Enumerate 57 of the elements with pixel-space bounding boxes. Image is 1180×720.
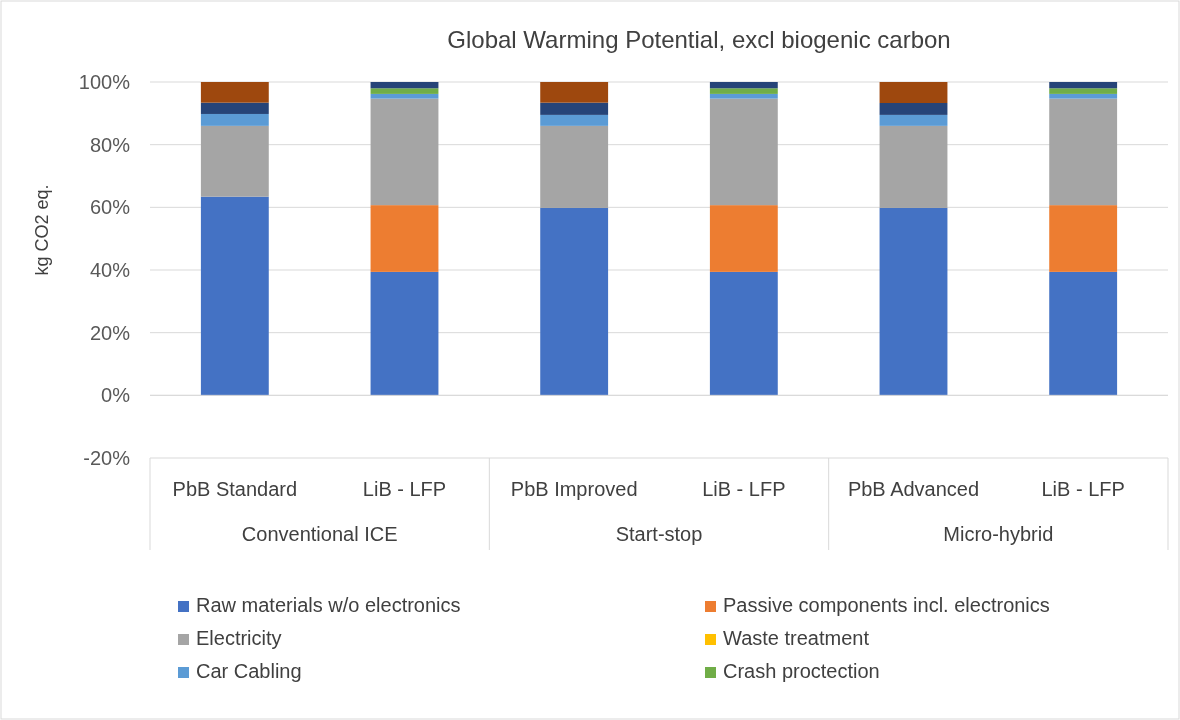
x-tick-label: PbB Standard xyxy=(172,478,298,500)
bar xyxy=(540,102,609,115)
y-tick-label: 60% xyxy=(89,196,131,219)
chart-title: Global Warming Potential, excl biogenic carbon xyxy=(447,26,951,53)
legend-label: Waste treatment xyxy=(723,627,870,649)
y-axis-title: kg CO2 eq. xyxy=(32,184,52,276)
y-tick-label: 20% xyxy=(89,321,131,344)
y-tick-label: -20% xyxy=(83,447,131,469)
bar xyxy=(1049,88,1118,94)
bar xyxy=(1049,82,1118,89)
text: Start-stop xyxy=(615,523,703,545)
y-tick-label: 40% xyxy=(89,259,131,281)
bar xyxy=(709,93,778,99)
bar xyxy=(879,102,948,115)
text: Conventional ICE xyxy=(241,523,398,545)
bar xyxy=(879,125,948,208)
bar xyxy=(200,102,269,114)
bar xyxy=(370,98,439,206)
bar xyxy=(709,88,778,94)
bar xyxy=(709,271,778,396)
bar xyxy=(540,114,609,126)
bar xyxy=(370,82,439,89)
bar xyxy=(540,125,609,208)
bar xyxy=(709,205,778,272)
bar xyxy=(370,205,439,272)
legend-label: Electricity xyxy=(196,627,282,649)
text: Micro-hybrid xyxy=(943,523,1054,545)
bar xyxy=(879,82,948,103)
x-tick-label: LiB - LFP xyxy=(362,478,447,500)
bar xyxy=(709,98,778,206)
bar xyxy=(200,82,269,103)
bar xyxy=(370,88,439,94)
bar xyxy=(1049,93,1118,99)
bar xyxy=(879,207,948,396)
bar xyxy=(1049,98,1118,206)
x-tick-label: LiB - LFP xyxy=(1041,478,1125,500)
bar xyxy=(370,93,439,99)
legend-label: Raw materials w/o electronics xyxy=(196,594,461,616)
bar xyxy=(1049,271,1118,396)
y-tick-label: 0% xyxy=(101,384,131,407)
bar xyxy=(200,196,269,396)
bar xyxy=(1049,205,1118,272)
bar xyxy=(540,207,609,396)
y-tick-label: 80% xyxy=(89,133,131,156)
bar xyxy=(709,82,778,89)
bar xyxy=(200,125,269,197)
x-tick-label: PbB Advanced xyxy=(847,478,980,500)
bar xyxy=(370,271,439,396)
x-tick-label: LiB - LFP xyxy=(702,478,786,500)
bar xyxy=(200,113,269,126)
legend-label: Passive components incl. electronics xyxy=(723,594,1050,616)
y-tick-label: 100% xyxy=(78,71,131,93)
x-tick-label: PbB Improved xyxy=(510,478,638,500)
bar xyxy=(540,82,609,103)
legend-label: Car Cabling xyxy=(196,660,302,682)
bar xyxy=(879,114,948,126)
legend-label: Crash proctection xyxy=(723,660,880,682)
